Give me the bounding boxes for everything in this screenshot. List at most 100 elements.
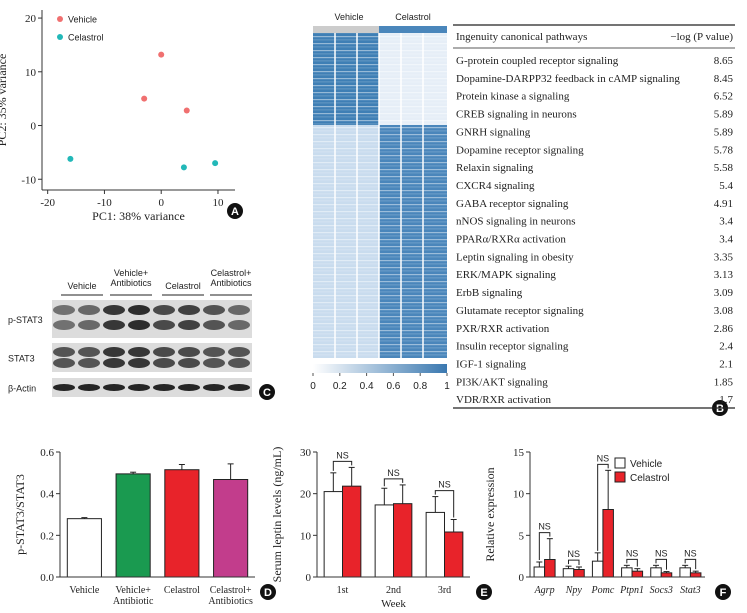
table-cell: Dopamine-DARPP32 feedback in cAMP signal…	[456, 73, 680, 85]
y-tick-label: 0.4	[40, 489, 54, 501]
blot-row-label: β-Actin	[8, 384, 36, 394]
blot-band	[228, 347, 250, 357]
blot-band	[203, 347, 225, 357]
y-tick-label: 30	[300, 447, 312, 459]
annotation: NS	[626, 548, 639, 558]
bar	[544, 559, 556, 578]
error-bar	[682, 564, 689, 568]
blot-band	[103, 320, 125, 330]
table-cell: 3.4	[719, 216, 733, 228]
blot-band	[228, 320, 250, 330]
table-cell: 1.7	[719, 394, 733, 406]
blot-band	[78, 347, 100, 357]
blot-band	[178, 347, 200, 357]
y-axis-label: Serum leptin levels (ng/mL)	[270, 447, 284, 583]
blot-band	[53, 384, 75, 391]
table-cell: Relaxin signaling	[456, 162, 534, 174]
x-tick-label: 0	[158, 197, 164, 209]
legend-swatch	[614, 471, 626, 483]
table-cell: GABA receptor signaling	[456, 198, 569, 210]
y-tick-label: 10	[25, 67, 37, 79]
bar	[660, 572, 673, 578]
bar	[213, 479, 249, 578]
blot-group-label: Celastrol	[165, 281, 201, 291]
x-axis-label: Week	[381, 598, 406, 610]
blot-band	[153, 358, 175, 368]
error-bar	[381, 487, 388, 505]
x-axis-label: PC1: 38% variance	[92, 209, 185, 223]
point	[183, 107, 190, 114]
table-header: −log (P value)	[670, 31, 733, 43]
table-cell: Glutamate receptor signaling	[456, 305, 584, 317]
x-tick-label: 10	[212, 197, 224, 209]
table-cell: 3.4	[719, 234, 733, 246]
legend-label: Celastrol	[630, 473, 669, 484]
blot-band	[103, 347, 125, 357]
blot-band	[78, 384, 100, 391]
annotation: NS	[336, 450, 349, 460]
table-cell: GNRH signaling	[456, 126, 531, 138]
error-bar	[634, 568, 641, 572]
bar	[374, 504, 395, 578]
significance-bracket	[434, 490, 455, 518]
significance-bracket	[597, 463, 609, 551]
bar	[689, 572, 702, 578]
table-cell: PPARα/RXRα activation	[456, 234, 566, 246]
blot-membrane	[52, 300, 252, 338]
error-bar	[565, 565, 572, 569]
table-cell: 4.91	[714, 198, 733, 210]
blot-band	[203, 384, 225, 391]
legend-marker	[57, 16, 63, 22]
blot-group-label: Vehicle	[67, 281, 96, 291]
blot-band	[178, 358, 200, 368]
blot-band	[203, 305, 225, 315]
error-bar	[576, 566, 582, 570]
x-tick-label: 1st	[337, 585, 349, 596]
table-cell: Leptin signaling in obesity	[456, 251, 574, 263]
legend-label: Celastrol	[68, 33, 104, 43]
error-bar	[130, 471, 137, 474]
colorbar-tick-label: 0.6	[386, 381, 400, 392]
significance-bracket	[332, 460, 353, 471]
x-tick-label: 2nd	[386, 585, 401, 596]
panel-label: F	[720, 587, 727, 599]
blot-band	[128, 358, 150, 368]
panel-label: E	[480, 587, 487, 599]
annotation: NS	[655, 548, 668, 558]
panel-badge	[227, 203, 243, 219]
point	[180, 164, 187, 171]
blot-membrane	[52, 343, 252, 372]
panel-badge	[259, 384, 275, 400]
blot-band	[103, 305, 125, 315]
table-cell: nNOS signaling in neurons	[456, 216, 575, 228]
significance-bracket	[568, 559, 580, 565]
y-tick-label: 20	[25, 13, 37, 25]
table-cell: 3.08	[714, 305, 734, 317]
bar	[164, 469, 200, 578]
y-tick-label: 20	[300, 489, 312, 501]
legend-label: Vehicle	[68, 15, 97, 25]
error-bar	[227, 463, 234, 480]
bar	[533, 566, 546, 578]
legend-swatch	[614, 457, 626, 469]
legend-marker	[57, 34, 63, 40]
annotation: NS	[597, 453, 610, 463]
bar	[631, 570, 644, 578]
x-tick-label: Celastrol+ Antibiotics	[208, 585, 253, 607]
table-cell: 8.45	[714, 73, 734, 85]
column-group-label: Celastrol	[395, 12, 431, 22]
error-bar	[399, 484, 406, 504]
x-tick-label: Vehicle+ Antibiotic	[113, 585, 154, 607]
table-cell: Dopamine receptor signaling	[456, 144, 584, 156]
panel-label: A	[231, 206, 239, 218]
x-tick-label: Ptpn1	[619, 585, 644, 596]
y-axis-label: p-STAT3/STAT3	[13, 474, 27, 555]
x-tick-label: Npy	[565, 585, 583, 596]
bar	[621, 567, 633, 578]
colorbar	[313, 364, 447, 373]
table-cell: ERK/MAPK signaling	[456, 269, 556, 281]
bar	[573, 569, 585, 578]
blot-band	[78, 305, 100, 315]
point	[158, 51, 165, 58]
